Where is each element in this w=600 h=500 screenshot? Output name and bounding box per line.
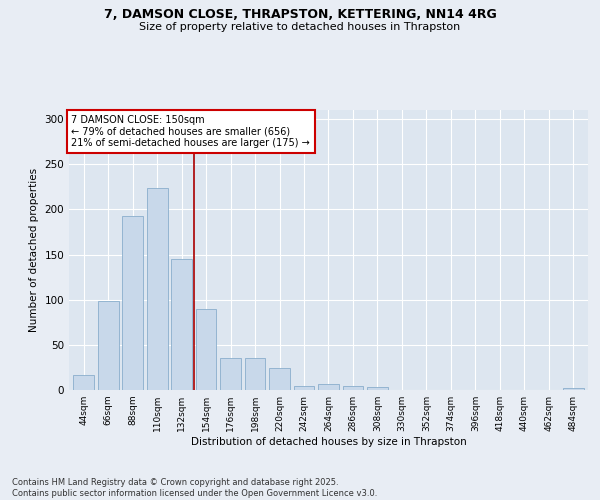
Bar [293, 386, 314, 390]
Text: 7 DAMSON CLOSE: 150sqm
← 79% of detached houses are smaller (656)
21% of semi-de: 7 DAMSON CLOSE: 150sqm ← 79% of detached… [71, 114, 310, 148]
Bar [367, 388, 388, 390]
Bar [245, 358, 265, 390]
X-axis label: Distribution of detached houses by size in Thrapston: Distribution of detached houses by size … [191, 437, 466, 447]
Bar [171, 259, 192, 390]
Bar [147, 188, 167, 390]
Bar [318, 384, 339, 390]
Text: 7, DAMSON CLOSE, THRAPSTON, KETTERING, NN14 4RG: 7, DAMSON CLOSE, THRAPSTON, KETTERING, N… [104, 8, 496, 20]
Bar [343, 386, 364, 390]
Bar [122, 216, 143, 390]
Bar [73, 374, 94, 390]
Bar [98, 302, 119, 390]
Bar [196, 308, 217, 390]
Y-axis label: Number of detached properties: Number of detached properties [29, 168, 39, 332]
Text: Size of property relative to detached houses in Thrapston: Size of property relative to detached ho… [139, 22, 461, 32]
Text: Contains HM Land Registry data © Crown copyright and database right 2025.
Contai: Contains HM Land Registry data © Crown c… [12, 478, 377, 498]
Bar [563, 388, 584, 390]
Bar [269, 368, 290, 390]
Bar [220, 358, 241, 390]
